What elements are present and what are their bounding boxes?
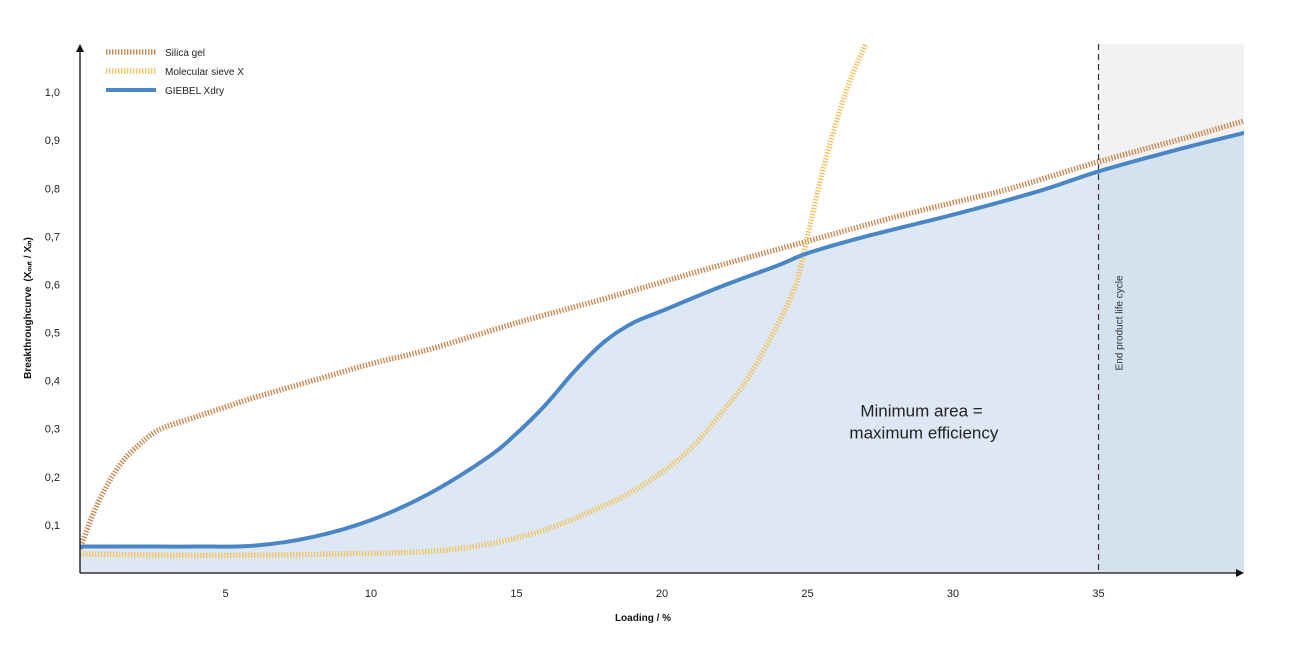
x-tick-label: 15: [510, 588, 522, 600]
y-tick-labels: 0,1 0,2 0,3 0,4 0,5 0,6 0,7 0,8 0,9 1,0: [45, 87, 60, 532]
y-axis-title: Breakthroughcurve (Xₒᵤₜ / Xᵢₙ): [23, 237, 34, 379]
y-tick-label: 0,6: [45, 279, 60, 291]
x-tick-label: 10: [365, 588, 377, 600]
series-layer: [80, 44, 1244, 559]
end-of-lifecycle-label: End product life cycle: [1115, 275, 1126, 370]
legend: Silica gel Molecular sieve X GIEBEL Xdry: [106, 48, 244, 97]
y-tick-label: 0,3: [45, 424, 60, 436]
x-tick-labels: 5 10 15 20 25 30 35: [222, 588, 1104, 600]
y-axis-title-formula: (Xₒᵤₜ / Xᵢₙ): [23, 237, 34, 281]
y-tick-label: 0,7: [45, 231, 60, 243]
series-line-silica-gel: [80, 118, 1244, 550]
y-tick-label: 0,1: [45, 520, 60, 532]
y-tick-label: 0,2: [45, 472, 60, 484]
legend-label-silica-gel: Silica gel: [165, 48, 205, 59]
legend-label-molecular-sieve-x: Molecular sieve X: [165, 67, 244, 78]
x-axis-arrow: [1236, 569, 1244, 577]
x-tick-label: 35: [1092, 588, 1104, 600]
y-tick-label: 0,5: [45, 328, 60, 340]
legend-label-giebel-xdry: GIEBEL Xdry: [165, 86, 224, 97]
xdry-fill-area: [80, 133, 1244, 573]
annotation-line-1: Minimum area =: [860, 402, 982, 421]
annotation-line-2: maximum efficiency: [849, 424, 998, 443]
x-tick-label: 25: [801, 588, 813, 600]
x-tick-label: 5: [222, 588, 228, 600]
area-annotation: Minimum area = maximum efficiency: [849, 402, 998, 443]
y-axis-arrow: [76, 44, 84, 52]
series-line-giebel-xdry: [80, 131, 1244, 549]
series-line-molecular-sieve-x: [80, 44, 869, 559]
y-tick-label: 0,8: [45, 183, 60, 195]
x-axis-title: Loading / %: [615, 613, 671, 624]
xdry-fill-area-post-lifecycle: [1098, 133, 1244, 573]
svg-text:Breakthroughcurve(Xₒᵤₜ / Xᵢₙ): Breakthroughcurve (Xₒᵤₜ / Xᵢₙ): [23, 237, 34, 379]
y-tick-label: 0,4: [45, 376, 60, 388]
y-tick-label: 0,9: [45, 135, 60, 147]
y-axis-title-text: Breakthroughcurve: [23, 286, 34, 379]
y-tick-label: 1,0: [45, 87, 60, 99]
x-tick-label: 30: [947, 588, 959, 600]
x-tick-label: 20: [656, 588, 668, 600]
